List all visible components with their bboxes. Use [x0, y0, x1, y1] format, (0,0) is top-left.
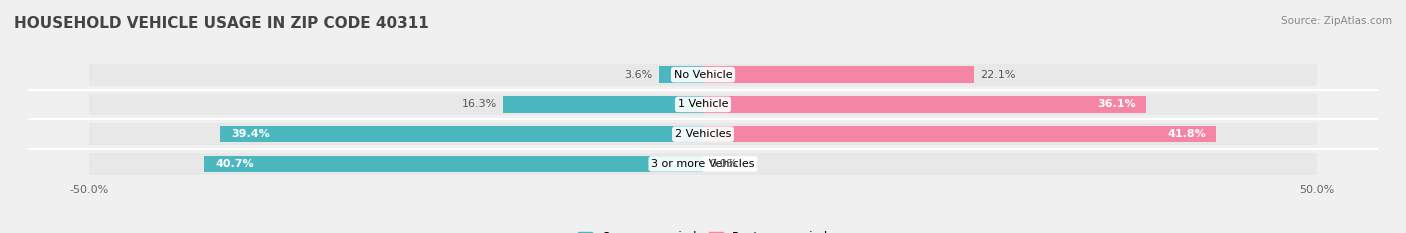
Bar	[503, 96, 703, 113]
Text: 40.7%: 40.7%	[217, 159, 254, 169]
Text: 1 Vehicle: 1 Vehicle	[678, 99, 728, 110]
Text: 22.1%: 22.1%	[980, 70, 1015, 80]
Bar	[90, 153, 703, 175]
Bar	[659, 66, 703, 83]
Text: 3.6%: 3.6%	[624, 70, 652, 80]
Bar	[703, 153, 1316, 175]
Text: HOUSEHOLD VEHICLE USAGE IN ZIP CODE 40311: HOUSEHOLD VEHICLE USAGE IN ZIP CODE 4031…	[14, 16, 429, 31]
Bar	[90, 64, 703, 86]
Bar	[703, 64, 1316, 86]
Text: 3 or more Vehicles: 3 or more Vehicles	[651, 159, 755, 169]
Bar	[703, 123, 1316, 145]
Bar	[219, 126, 703, 142]
Bar	[703, 66, 974, 83]
Bar	[703, 96, 1146, 113]
Bar	[204, 156, 703, 172]
Bar	[90, 123, 703, 145]
Text: 41.8%: 41.8%	[1167, 129, 1206, 139]
Text: 0.0%: 0.0%	[709, 159, 737, 169]
Text: 2 Vehicles: 2 Vehicles	[675, 129, 731, 139]
Text: 39.4%: 39.4%	[232, 129, 270, 139]
Text: 16.3%: 16.3%	[461, 99, 496, 110]
Text: No Vehicle: No Vehicle	[673, 70, 733, 80]
Bar	[90, 93, 703, 115]
Legend: Owner-occupied, Renter-occupied: Owner-occupied, Renter-occupied	[572, 226, 834, 233]
Bar	[703, 126, 1216, 142]
Text: 36.1%: 36.1%	[1098, 99, 1136, 110]
Bar	[703, 93, 1316, 115]
Text: Source: ZipAtlas.com: Source: ZipAtlas.com	[1281, 16, 1392, 26]
